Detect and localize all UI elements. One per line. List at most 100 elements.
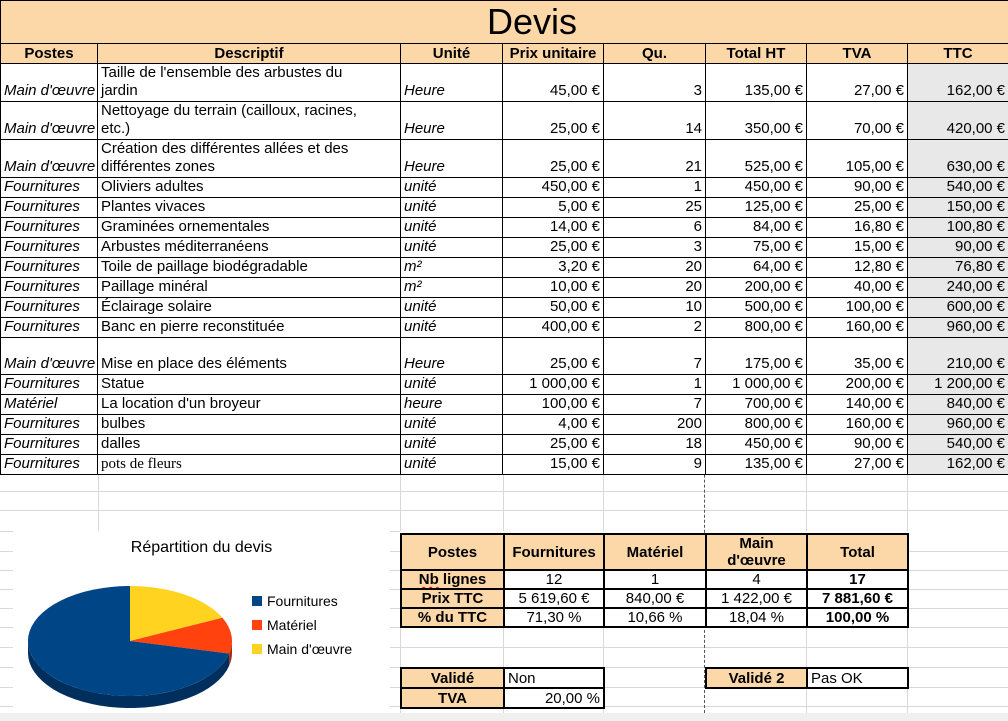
sheet-title[interactable]: Devis (0, 0, 1008, 44)
cell-ttc[interactable]: 540,00 € (906, 177, 1008, 198)
header-unite[interactable]: Unité (400, 43, 503, 64)
cell-total-ht[interactable]: 450,00 € (705, 177, 807, 198)
cell-total-ht[interactable]: 450,00 € (705, 434, 807, 455)
cell-quantite[interactable]: 7 (603, 394, 706, 415)
cell-prix-unitaire[interactable]: 25,00 € (502, 337, 604, 375)
cell-quantite[interactable]: 2 (603, 317, 706, 338)
cell-pct-fournitures[interactable]: 71,30 % (503, 607, 605, 628)
cell-quantite[interactable]: 20 (603, 257, 706, 278)
cell-quantite[interactable]: 1 (603, 374, 706, 395)
cell-prix-fournitures[interactable]: 5 619,60 € (503, 588, 605, 609)
cell-unite[interactable]: m² (400, 257, 503, 278)
cell-tva[interactable]: 90,00 € (806, 177, 908, 198)
cell-tva[interactable]: 40,00 € (806, 277, 908, 298)
cell-unite[interactable]: unité (400, 414, 503, 435)
header-quantite[interactable]: Qu. (603, 43, 706, 64)
cell-total-ht[interactable]: 525,00 € (705, 139, 807, 178)
cell-unite[interactable]: unité (400, 374, 503, 395)
cell-descriptif[interactable]: dalles (97, 434, 401, 455)
cell-unite[interactable]: unité (400, 197, 503, 218)
cell-total-ht[interactable]: 1 000,00 € (705, 374, 807, 395)
cell-quantite[interactable]: 9 (603, 454, 706, 475)
cell-ttc[interactable]: 600,00 € (906, 297, 1008, 318)
cell-quantite[interactable]: 200 (603, 414, 706, 435)
cell-poste[interactable]: Main d'œuvre (0, 139, 98, 178)
cell-ttc[interactable]: 420,00 € (906, 101, 1008, 140)
cell-ttc[interactable]: 960,00 € (906, 414, 1008, 435)
cell-descriptif[interactable]: bulbes (97, 414, 401, 435)
cell-ttc[interactable]: 76,80 € (906, 257, 1008, 278)
cell-poste[interactable]: Main d'œuvre (0, 63, 98, 102)
cell-nb-main-doeuvre[interactable]: 4 (705, 569, 808, 590)
cell-nb-total[interactable]: 17 (806, 569, 909, 590)
cell-ttc[interactable]: 540,00 € (906, 434, 1008, 455)
cell-total-ht[interactable]: 125,00 € (705, 197, 807, 218)
cell-ttc[interactable]: 162,00 € (906, 63, 1008, 102)
cell-prix-unitaire[interactable]: 10,00 € (502, 277, 604, 298)
cell-unite[interactable]: unité (400, 297, 503, 318)
cell-tva[interactable]: 12,80 € (806, 257, 908, 278)
cell-tva[interactable]: 200,00 € (806, 374, 908, 395)
cell-tva[interactable]: 70,00 € (806, 101, 908, 140)
summary-header-materiel[interactable]: Matériel (603, 533, 707, 571)
cell-tva[interactable]: 160,00 € (806, 414, 908, 435)
cell-prix-unitaire[interactable]: 100,00 € (502, 394, 604, 415)
cell-tva[interactable]: 90,00 € (806, 434, 908, 455)
cell-quantite[interactable]: 21 (603, 139, 706, 178)
cell-tva[interactable]: 27,00 € (806, 454, 908, 475)
cell-pct-main-doeuvre[interactable]: 18,04 % (705, 607, 808, 628)
cell-ttc[interactable]: 960,00 € (906, 317, 1008, 338)
cell-poste[interactable]: Fournitures (0, 297, 98, 318)
cell-descriptif[interactable]: Toile de paillage biodégradable (97, 257, 401, 278)
cell-total-ht[interactable]: 700,00 € (705, 394, 807, 415)
header-postes[interactable]: Postes (0, 43, 98, 64)
cell-tva[interactable]: 140,00 € (806, 394, 908, 415)
cell-prix-unitaire[interactable]: 3,20 € (502, 257, 604, 278)
cell-tva[interactable]: 160,00 € (806, 317, 908, 338)
cell-ttc[interactable]: 1 200,00 € (906, 374, 1008, 395)
cell-prix-materiel[interactable]: 840,00 € (603, 588, 707, 609)
cell-quantite[interactable]: 3 (603, 237, 706, 258)
cell-descriptif[interactable]: Paillage minéral (97, 277, 401, 298)
cell-prix-unitaire[interactable]: 14,00 € (502, 217, 604, 238)
valide2-label[interactable]: Validé 2 (705, 667, 808, 689)
cell-poste[interactable]: Fournitures (0, 434, 98, 455)
cell-ttc[interactable]: 210,00 € (906, 337, 1008, 375)
cell-poste[interactable]: Fournitures (0, 237, 98, 258)
pie-chart-object[interactable]: Répartition du devis Fournitures Matérie… (13, 531, 390, 713)
cell-prix-unitaire[interactable]: 45,00 € (502, 63, 604, 102)
cell-descriptif[interactable]: Création des différentes allées et des d… (97, 139, 401, 178)
cell-unite[interactable]: Heure (400, 337, 503, 375)
cell-total-ht[interactable]: 800,00 € (705, 414, 807, 435)
cell-tva[interactable]: 16,80 € (806, 217, 908, 238)
cell-prix-unitaire[interactable]: 450,00 € (502, 177, 604, 198)
cell-total-ht[interactable]: 500,00 € (705, 297, 807, 318)
cell-ttc[interactable]: 90,00 € (906, 237, 1008, 258)
cell-tva[interactable]: 105,00 € (806, 139, 908, 178)
summary-header-main-doeuvre[interactable]: Main d'œuvre (705, 533, 808, 571)
valide-value[interactable]: Non (503, 667, 605, 689)
cell-total-ht[interactable]: 135,00 € (705, 454, 807, 475)
cell-total-ht[interactable]: 800,00 € (705, 317, 807, 338)
cell-poste[interactable]: Matériel (0, 394, 98, 415)
cell-tva[interactable]: 27,00 € (806, 63, 908, 102)
cell-descriptif[interactable]: La location d'un broyeur (97, 394, 401, 415)
cell-quantite[interactable]: 20 (603, 277, 706, 298)
cell-prix-unitaire[interactable]: 1 000,00 € (502, 374, 604, 395)
cell-total-ht[interactable]: 75,00 € (705, 237, 807, 258)
cell-total-ht[interactable]: 64,00 € (705, 257, 807, 278)
cell-quantite[interactable]: 14 (603, 101, 706, 140)
header-prix-unitaire[interactable]: Prix unitaire (502, 43, 604, 64)
summary-header-postes[interactable]: Postes (400, 533, 505, 571)
cell-unite[interactable]: m² (400, 277, 503, 298)
cell-unite[interactable]: unité (400, 454, 503, 475)
summary-label-pct-ttc[interactable]: % du TTC (400, 607, 505, 628)
cell-descriptif[interactable]: Banc en pierre reconstituée (97, 317, 401, 338)
cell-quantite[interactable]: 10 (603, 297, 706, 318)
cell-poste[interactable]: Fournitures (0, 317, 98, 338)
cell-total-ht[interactable]: 135,00 € (705, 63, 807, 102)
cell-prix-main-doeuvre[interactable]: 1 422,00 € (705, 588, 808, 609)
cell-tva[interactable]: 35,00 € (806, 337, 908, 375)
cell-ttc[interactable]: 150,00 € (906, 197, 1008, 218)
cell-unite[interactable]: unité (400, 317, 503, 338)
